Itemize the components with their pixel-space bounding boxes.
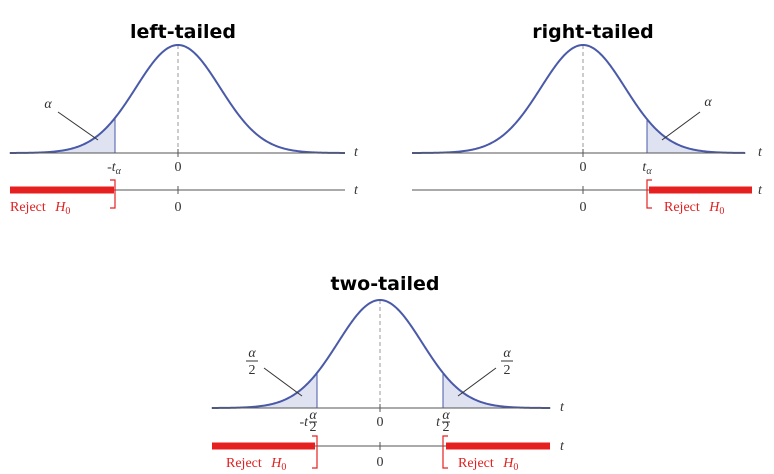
reject-label: Reject H0	[10, 200, 70, 217]
zero: 0	[175, 160, 182, 175]
area-denominator: 2	[504, 363, 511, 378]
right-panel: α t t 0 0 tα Reject H0	[412, 95, 763, 217]
left-panel: α t t 0 0 -tα Reject H0	[10, 97, 359, 217]
area-label: α	[704, 95, 712, 110]
bracket	[646, 179, 652, 209]
zero: 0	[377, 415, 384, 430]
critical-denominator: 2	[443, 420, 450, 435]
leader	[661, 111, 701, 141]
zero: 0	[580, 200, 587, 215]
zero: 0	[580, 160, 587, 175]
axis-label: t	[758, 183, 763, 198]
zero: 0	[377, 455, 384, 470]
bracket	[312, 435, 318, 469]
critical-denominator: 2	[310, 420, 317, 435]
curve	[10, 43, 345, 154]
critical-label: -tα	[107, 160, 122, 177]
axis-label: t	[560, 439, 565, 454]
area-numerator: α	[503, 346, 511, 361]
curve	[412, 43, 746, 154]
leader	[263, 367, 303, 397]
title: left-tailed	[130, 21, 236, 43]
axis-label: t	[560, 400, 565, 415]
leader	[57, 111, 99, 141]
critical-numerator: α	[442, 408, 450, 423]
tail-area	[646, 117, 746, 154]
curve	[212, 298, 550, 409]
title: two-tailed	[331, 273, 440, 295]
area-label: α	[44, 97, 52, 112]
leader	[457, 367, 497, 397]
critical-label: -t	[299, 415, 309, 430]
area-denominator: 2	[249, 363, 256, 378]
axis-label: t	[354, 183, 359, 198]
area-numerator: α	[248, 346, 256, 361]
axis-label: t	[354, 145, 359, 160]
reject-label: Reject H0	[226, 456, 286, 473]
reject-label: Reject H0	[664, 200, 724, 217]
bracket	[110, 179, 116, 209]
two-tailed-panel: α 2 α 2 t t 0 0 -t α 2 t α 2 Reject H0 R…	[212, 346, 565, 473]
reject-label: Reject H0	[458, 456, 518, 473]
axis-label: t	[758, 145, 763, 160]
title: right-tailed	[532, 21, 653, 43]
bracket	[442, 435, 448, 469]
critical-label: tα	[642, 160, 652, 177]
critical-label: t	[436, 415, 441, 430]
zero: 0	[175, 200, 182, 215]
critical-numerator: α	[309, 408, 317, 423]
